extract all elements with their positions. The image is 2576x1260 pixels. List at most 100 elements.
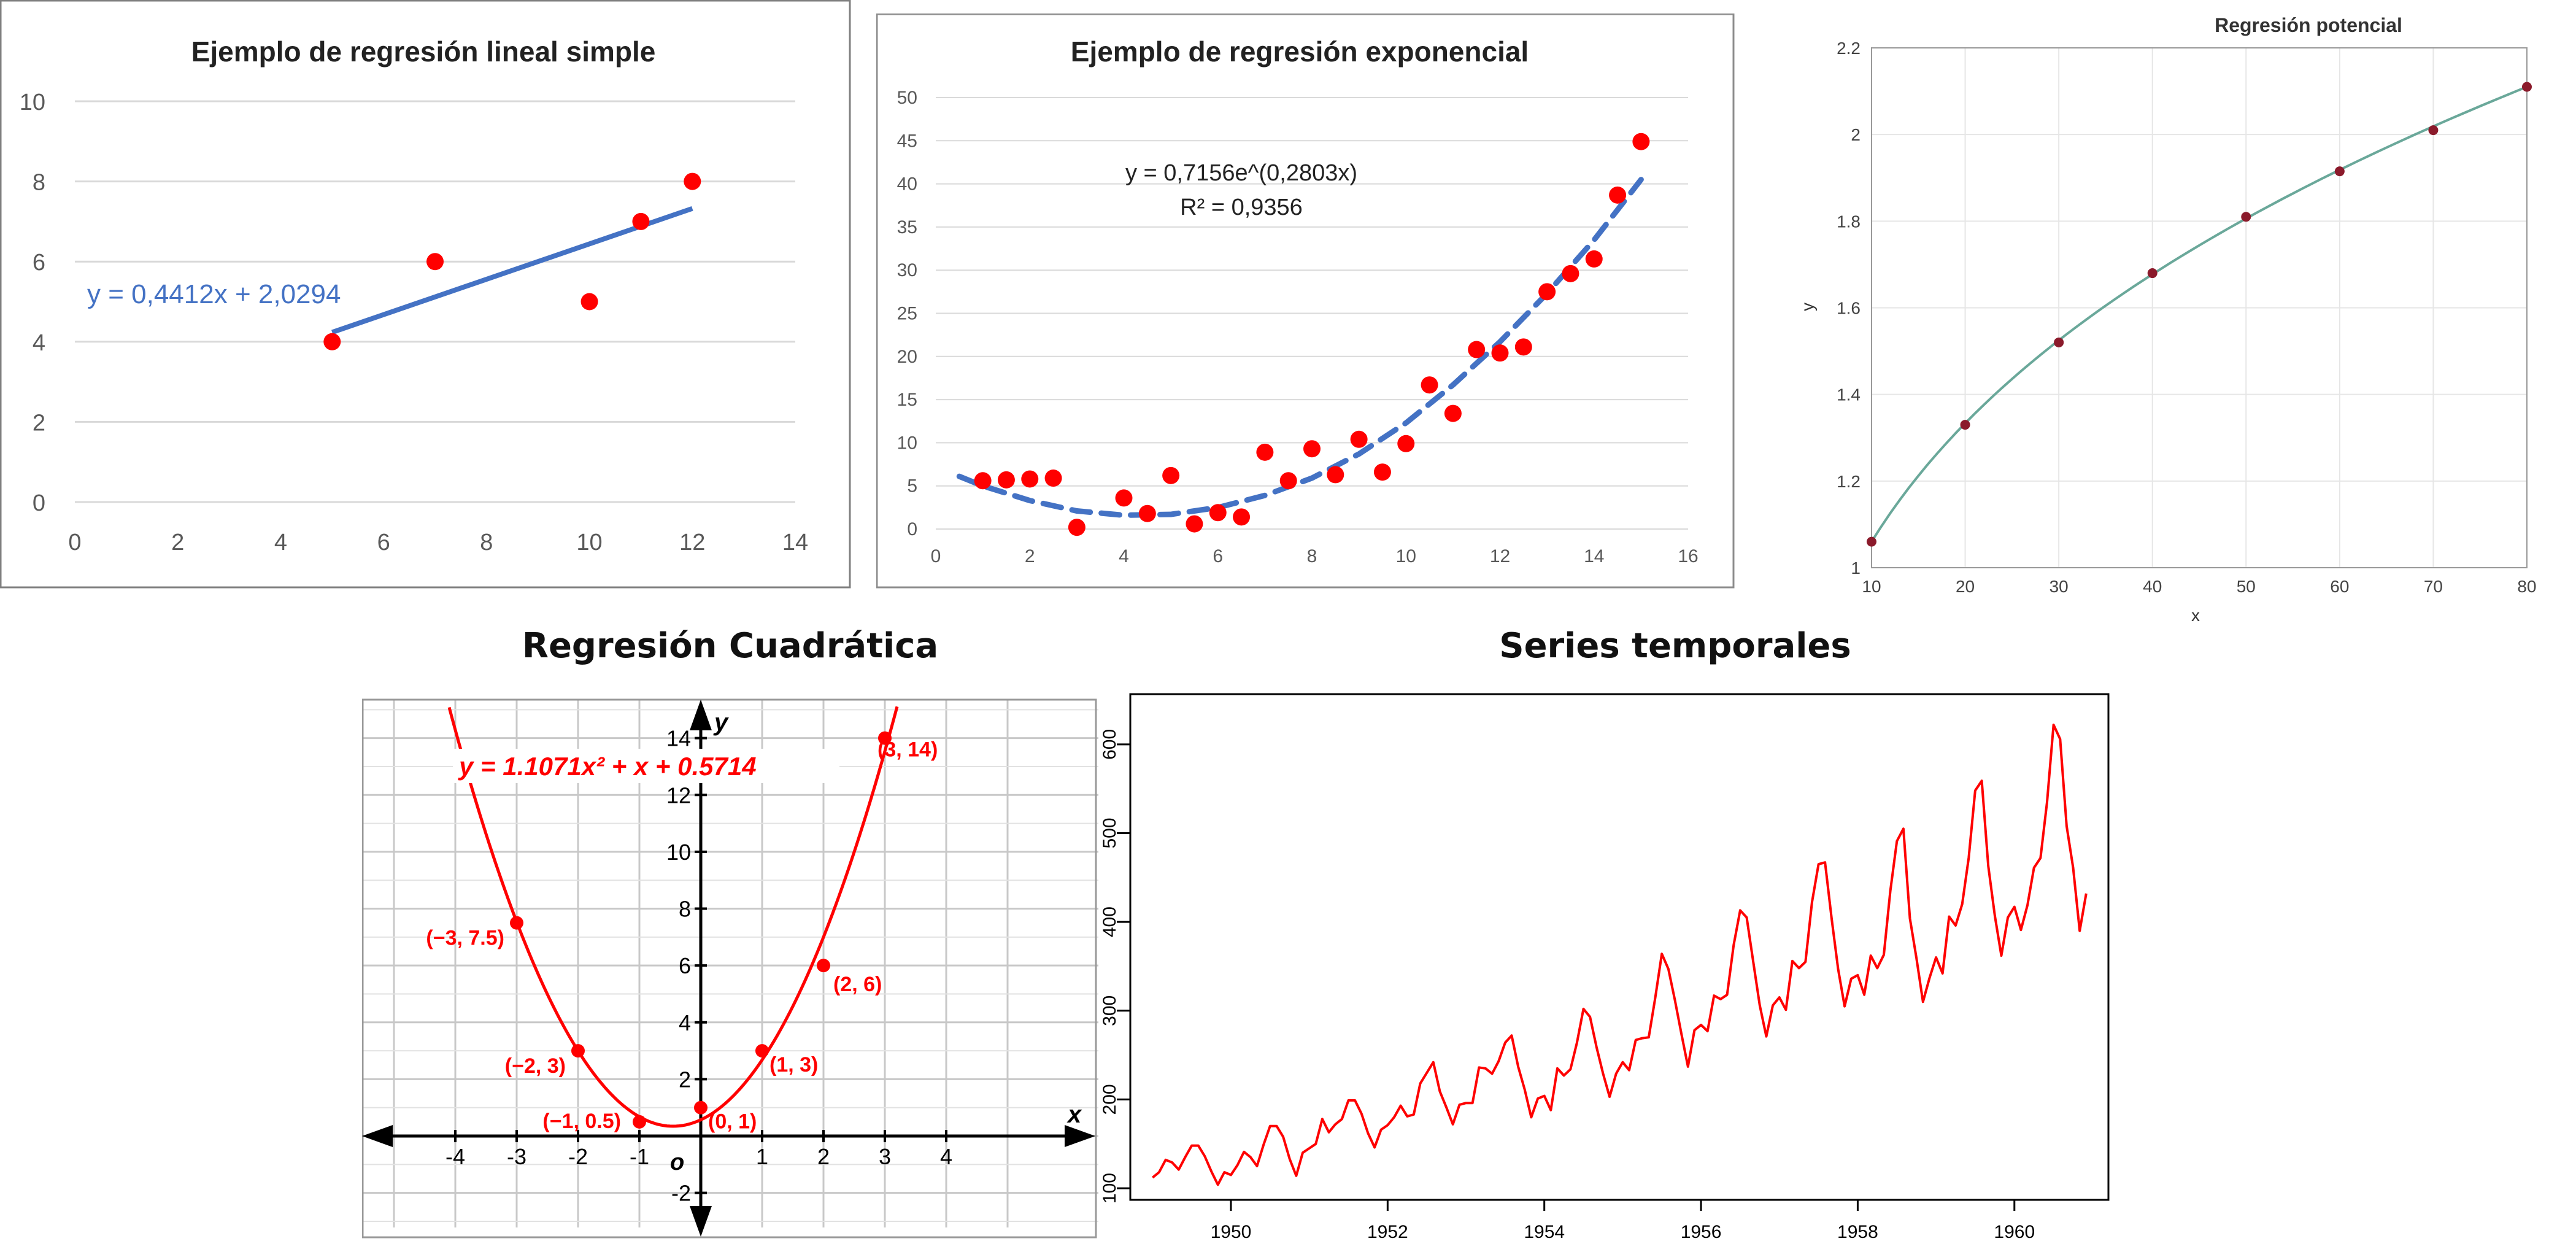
data-point bbox=[1021, 470, 1039, 488]
chart-temporales-title: Series temporales bbox=[1499, 626, 1851, 666]
x-tick-label: 10 bbox=[576, 530, 602, 555]
x-tick-label: 1960 bbox=[1994, 1222, 2035, 1242]
x-tick-label: 8 bbox=[480, 530, 493, 555]
data-point bbox=[1350, 430, 1368, 448]
trend-line bbox=[331, 206, 693, 335]
data-point bbox=[1373, 463, 1391, 481]
y-tick-label: 14 bbox=[666, 726, 691, 751]
chart-cuadratica-title: Regresión Cuadrática bbox=[522, 626, 939, 666]
plot-frame bbox=[361, 698, 1097, 1239]
y-axis-label: y bbox=[713, 709, 729, 736]
x-tick-label: 10 bbox=[1396, 546, 1416, 566]
x-tick-label: 20 bbox=[1956, 577, 1975, 596]
x-tick-label: 1956 bbox=[1681, 1222, 1722, 1242]
data-point bbox=[694, 1100, 708, 1115]
y-tick-label: 1.8 bbox=[1837, 212, 1861, 231]
data-point-label: (3, 14) bbox=[877, 738, 938, 762]
x-tick-label: 10 bbox=[1862, 577, 1881, 596]
data-point bbox=[323, 333, 341, 350]
x-tick-label: 80 bbox=[2517, 577, 2536, 596]
y-tick-label: 2 bbox=[1851, 125, 1861, 144]
y-tick-label: 300 bbox=[1100, 995, 1120, 1026]
chart-exponencial-r2: R² = 0,9356 bbox=[1180, 195, 1303, 220]
y-tick-label: -2 bbox=[671, 1181, 691, 1206]
x-tick-label: 2 bbox=[817, 1144, 830, 1169]
data-point bbox=[1209, 504, 1227, 522]
data-point bbox=[1233, 508, 1251, 526]
data-point bbox=[1562, 265, 1579, 282]
equation-background bbox=[453, 749, 839, 783]
y-tick-label: 30 bbox=[897, 260, 917, 280]
chart-lineal: Ejemplo de regresión lineal simple 0 2 4 6 8… bbox=[0, 0, 853, 589]
x-axis-arrow-left bbox=[362, 1125, 393, 1148]
y-tick-label: 10 bbox=[20, 90, 45, 115]
x-tick-label: 14 bbox=[782, 530, 808, 555]
data-point bbox=[510, 916, 523, 930]
x-tick-label: 40 bbox=[2143, 577, 2162, 596]
y-tick-label: 2 bbox=[33, 410, 45, 436]
data-point bbox=[426, 253, 444, 271]
x-tick-label: 4 bbox=[1119, 546, 1129, 566]
data-point bbox=[632, 212, 650, 230]
data-point bbox=[1186, 515, 1203, 533]
y-tick-label: 8 bbox=[33, 170, 45, 196]
data-point bbox=[817, 959, 830, 973]
data-point bbox=[571, 1044, 585, 1058]
origin-label: o bbox=[670, 1150, 684, 1175]
x-tick-label: 6 bbox=[377, 530, 390, 555]
data-point bbox=[1960, 420, 1970, 430]
data-point-label: (2, 6) bbox=[833, 973, 882, 996]
x-tick-label: 1954 bbox=[1524, 1222, 1565, 1242]
x-tick-label: 12 bbox=[679, 530, 705, 555]
y-tick-label: 0 bbox=[907, 519, 917, 539]
y-tick-label: 5 bbox=[907, 476, 917, 497]
data-point bbox=[878, 731, 892, 745]
plot-frame bbox=[1129, 693, 2110, 1201]
x-tick-label: 14 bbox=[1584, 546, 1604, 566]
data-point bbox=[1514, 338, 1532, 356]
data-point bbox=[684, 172, 701, 190]
x-axis-label: x bbox=[1066, 1101, 1082, 1128]
y-tick-label: 12 bbox=[666, 783, 691, 808]
data-point bbox=[1491, 344, 1509, 362]
y-tick-label: 4 bbox=[679, 1010, 691, 1035]
chart-temporales: 1950 1952 1954 1956 1958 1960 bbox=[1117, 690, 2172, 1257]
plot-frame bbox=[1871, 47, 2528, 568]
y-tick-label: 100 bbox=[1100, 1173, 1120, 1204]
chart-exponencial-svg: Ejemplo de regresión exponencial y = 0,7… bbox=[876, 13, 1735, 589]
data-point bbox=[1138, 504, 1156, 522]
y-tick-label: 1.4 bbox=[1837, 385, 1861, 404]
data-point bbox=[2334, 166, 2345, 177]
x-tick-label: 70 bbox=[2424, 577, 2443, 596]
y-tick-label: 6 bbox=[33, 250, 45, 276]
chart-exponencial: Ejemplo de regresión exponencial y = 0,7… bbox=[876, 13, 1735, 590]
data-point bbox=[1421, 376, 1438, 394]
data-point bbox=[1397, 435, 1415, 452]
chart-temporales-y-labels: 100 200 300 400 500 600 bbox=[1100, 729, 1120, 1204]
x-tick-label: 30 bbox=[2050, 577, 2069, 596]
x-tick-label: 1950 bbox=[1211, 1222, 1252, 1242]
series-line bbox=[1152, 724, 2088, 1186]
x-tick-label: 6 bbox=[1213, 546, 1223, 566]
data-point bbox=[2428, 125, 2439, 136]
data-point bbox=[997, 471, 1015, 489]
x-tick-label: 0 bbox=[931, 546, 941, 566]
data-point-label: (1, 3) bbox=[769, 1053, 818, 1076]
fit-equation-label: y = 0,4412x + 2,0294 bbox=[87, 279, 341, 309]
y-tick-label: 50 bbox=[897, 88, 917, 108]
data-point bbox=[2054, 337, 2064, 347]
y-tick-label: 10 bbox=[666, 840, 691, 865]
data-point bbox=[974, 472, 992, 490]
y-tick-label: 6 bbox=[679, 953, 691, 978]
y-tick-label: 0 bbox=[33, 490, 45, 516]
chart-exponencial-equation: y = 0,7156e^(0,2803x) bbox=[1125, 160, 1357, 186]
data-point bbox=[1444, 404, 1462, 422]
y-tick-label: 20 bbox=[897, 347, 917, 367]
x-tick-label: 4 bbox=[274, 530, 287, 555]
y-tick-label: 1.2 bbox=[1837, 472, 1861, 491]
y-tick-label: 600 bbox=[1100, 729, 1120, 760]
y-tick-label: 1 bbox=[1851, 558, 1861, 578]
x-tick-label: 12 bbox=[1490, 546, 1510, 566]
data-point bbox=[1468, 341, 1486, 358]
